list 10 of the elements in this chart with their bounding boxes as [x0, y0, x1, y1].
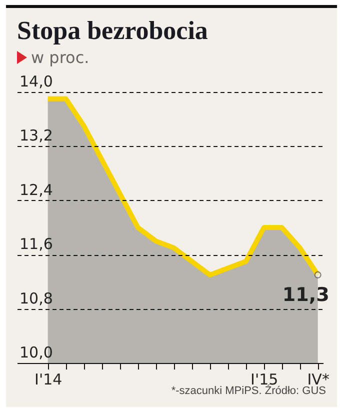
- chart-title: Stopa bezrobocia: [17, 16, 208, 46]
- y-tick-label: 13,2: [20, 126, 53, 145]
- y-tick-label: 14,0: [20, 72, 53, 90]
- data-label: 11,3: [282, 284, 330, 306]
- y-tick-label: 10,0: [20, 344, 53, 362]
- y-tick-label: 10,8: [20, 289, 53, 308]
- y-tick-label: 12,4: [20, 180, 53, 199]
- chart-subtitle: w proc.: [31, 48, 90, 67]
- x-tick-label: I'14: [34, 370, 62, 388]
- y-tick-label: 11,6: [20, 235, 53, 254]
